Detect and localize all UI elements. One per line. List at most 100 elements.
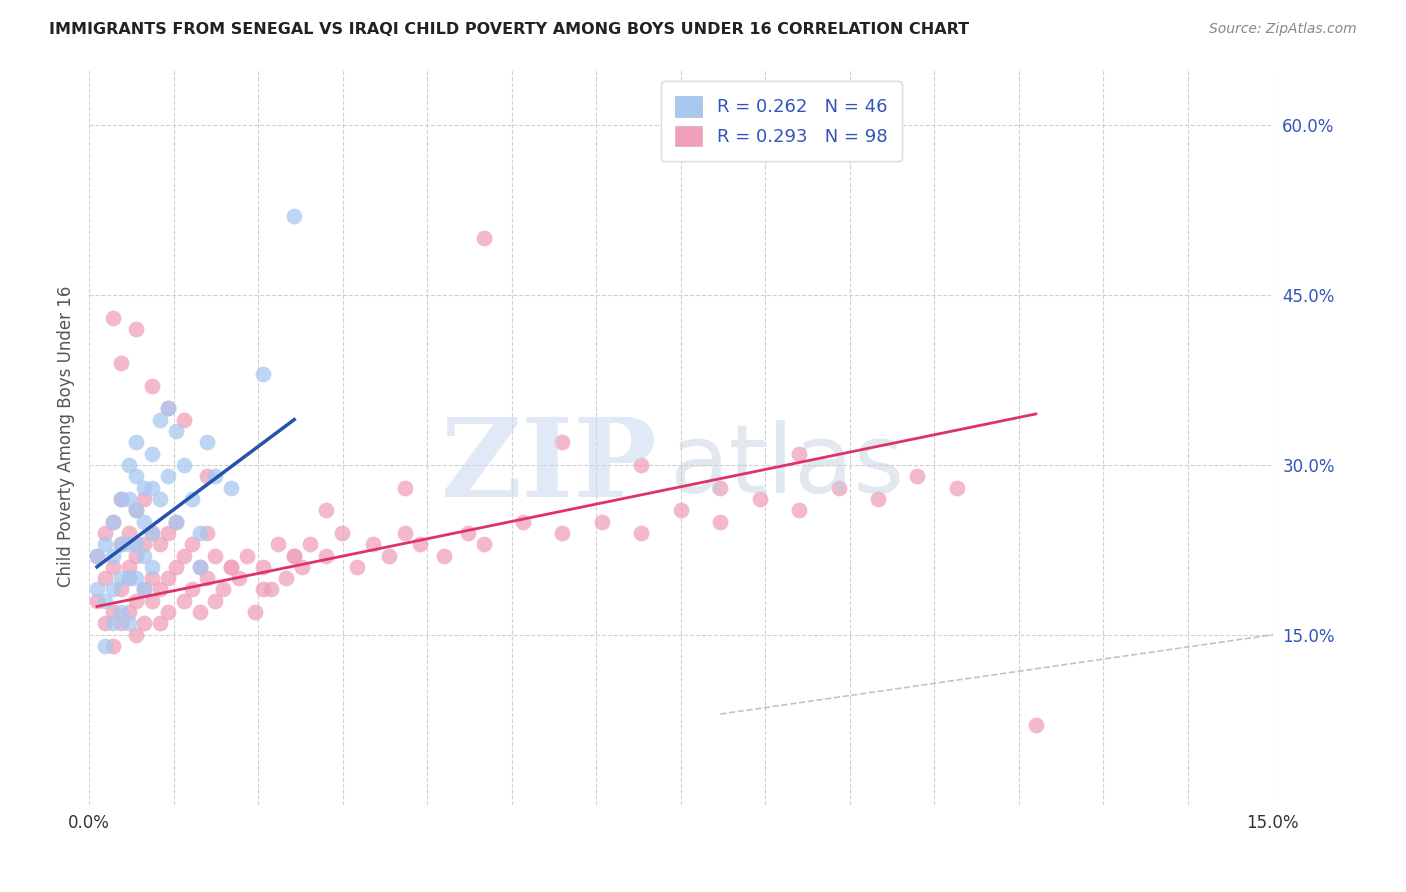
Point bbox=[149, 582, 172, 597]
Point bbox=[180, 537, 202, 551]
Text: IMMIGRANTS FROM SENEGAL VS IRAQI CHILD POVERTY AMONG BOYS UNDER 16 CORRELATION C: IMMIGRANTS FROM SENEGAL VS IRAQI CHILD P… bbox=[49, 22, 969, 37]
Point bbox=[197, 525, 219, 540]
Point bbox=[94, 616, 117, 631]
Point bbox=[236, 549, 259, 563]
Point bbox=[141, 481, 163, 495]
Y-axis label: Child Poverty Among Boys Under 16: Child Poverty Among Boys Under 16 bbox=[58, 286, 75, 587]
Point bbox=[101, 639, 124, 653]
Point bbox=[134, 549, 156, 563]
Text: atlas: atlas bbox=[669, 419, 904, 513]
Point bbox=[101, 515, 124, 529]
Point bbox=[630, 525, 652, 540]
Point bbox=[551, 435, 574, 450]
Point bbox=[101, 515, 124, 529]
Point bbox=[110, 537, 132, 551]
Point bbox=[228, 571, 250, 585]
Point bbox=[472, 537, 495, 551]
Point bbox=[141, 571, 163, 585]
Point bbox=[149, 412, 172, 426]
Legend: R = 0.262   N = 46, R = 0.293   N = 98: R = 0.262 N = 46, R = 0.293 N = 98 bbox=[661, 81, 901, 161]
Point bbox=[298, 537, 321, 551]
Point bbox=[86, 549, 108, 563]
Point bbox=[330, 525, 353, 540]
Point bbox=[86, 594, 108, 608]
Point bbox=[394, 525, 416, 540]
Point bbox=[204, 469, 226, 483]
Point bbox=[472, 231, 495, 245]
Point bbox=[125, 469, 148, 483]
Point bbox=[117, 571, 139, 585]
Point bbox=[180, 582, 202, 597]
Point bbox=[101, 616, 124, 631]
Point bbox=[149, 537, 172, 551]
Point bbox=[827, 481, 849, 495]
Point bbox=[165, 515, 187, 529]
Point bbox=[394, 481, 416, 495]
Point bbox=[1025, 718, 1047, 732]
Point bbox=[117, 605, 139, 619]
Point bbox=[197, 469, 219, 483]
Point bbox=[156, 605, 179, 619]
Point bbox=[204, 549, 226, 563]
Point bbox=[117, 458, 139, 472]
Point bbox=[457, 525, 479, 540]
Point bbox=[165, 424, 187, 438]
Point bbox=[94, 594, 117, 608]
Point bbox=[141, 447, 163, 461]
Point bbox=[94, 525, 117, 540]
Point bbox=[787, 503, 810, 517]
Point bbox=[110, 356, 132, 370]
Point bbox=[409, 537, 432, 551]
Point bbox=[252, 582, 274, 597]
Point bbox=[141, 559, 163, 574]
Text: ZIP: ZIP bbox=[440, 412, 657, 519]
Point bbox=[86, 549, 108, 563]
Point bbox=[125, 628, 148, 642]
Point bbox=[125, 549, 148, 563]
Point bbox=[267, 537, 290, 551]
Point bbox=[252, 368, 274, 382]
Point bbox=[110, 571, 132, 585]
Point bbox=[117, 616, 139, 631]
Point bbox=[219, 559, 242, 574]
Point bbox=[512, 515, 534, 529]
Point bbox=[101, 549, 124, 563]
Point bbox=[709, 481, 731, 495]
Point bbox=[134, 582, 156, 597]
Point bbox=[188, 605, 211, 619]
Point bbox=[165, 515, 187, 529]
Point bbox=[276, 571, 298, 585]
Point bbox=[868, 491, 890, 506]
Text: Source: ZipAtlas.com: Source: ZipAtlas.com bbox=[1209, 22, 1357, 37]
Point bbox=[156, 401, 179, 416]
Point bbox=[149, 616, 172, 631]
Point bbox=[346, 559, 368, 574]
Point bbox=[283, 209, 305, 223]
Point bbox=[283, 549, 305, 563]
Point bbox=[117, 525, 139, 540]
Point bbox=[94, 537, 117, 551]
Point bbox=[173, 412, 195, 426]
Point bbox=[259, 582, 281, 597]
Point bbox=[134, 537, 156, 551]
Point bbox=[117, 491, 139, 506]
Point bbox=[173, 549, 195, 563]
Point bbox=[125, 594, 148, 608]
Point bbox=[101, 605, 124, 619]
Point bbox=[219, 481, 242, 495]
Point bbox=[156, 571, 179, 585]
Point bbox=[165, 559, 187, 574]
Point bbox=[188, 559, 211, 574]
Point bbox=[94, 571, 117, 585]
Point bbox=[110, 491, 132, 506]
Point bbox=[748, 491, 770, 506]
Point bbox=[125, 503, 148, 517]
Point bbox=[188, 525, 211, 540]
Point bbox=[551, 525, 574, 540]
Point bbox=[173, 594, 195, 608]
Point bbox=[101, 582, 124, 597]
Point bbox=[283, 549, 305, 563]
Point bbox=[315, 549, 337, 563]
Point bbox=[141, 525, 163, 540]
Point bbox=[110, 616, 132, 631]
